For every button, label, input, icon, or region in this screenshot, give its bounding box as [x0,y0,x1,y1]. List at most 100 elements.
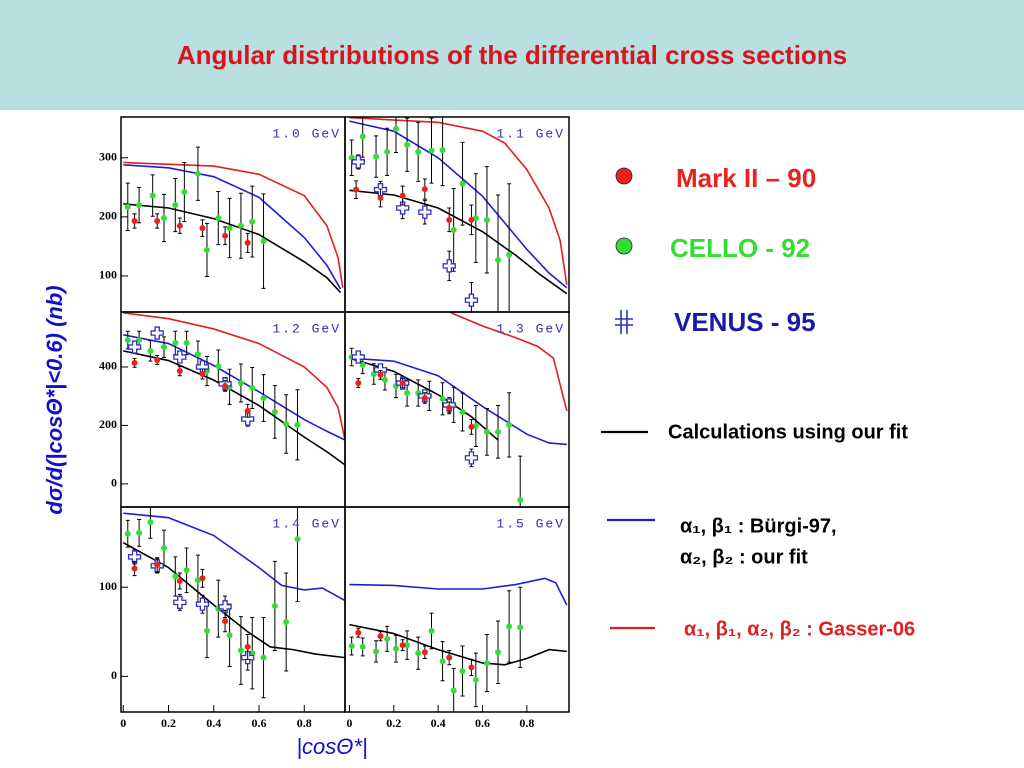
point [428,627,435,634]
point [160,344,167,351]
point [176,368,183,375]
point [131,565,138,572]
point [377,633,384,640]
legend-marker [615,237,633,255]
x-tick-label: 0 [120,716,126,730]
legend-marker [615,310,633,334]
x-tick-label: 0.8 [519,716,534,730]
point [439,395,446,402]
point [183,567,190,574]
point [131,359,138,366]
point [468,216,475,223]
point [124,530,131,537]
panel [122,507,345,699]
point [172,573,179,580]
header-band [0,0,1024,110]
point [136,202,143,209]
point [241,412,255,426]
slide-title: Angular distributions of the differentia… [177,40,847,70]
point [147,519,154,526]
curve [349,189,568,295]
point [194,577,201,584]
point [160,545,167,551]
point [450,687,457,694]
point [415,650,422,657]
panel [123,312,345,466]
point [483,216,490,223]
point [381,376,388,383]
point [127,550,142,564]
curve [123,164,342,290]
point [260,654,267,661]
y-tick-label: 0 [111,668,117,682]
x-tick-label: 0.2 [161,716,176,730]
point [359,643,366,650]
curve [349,357,567,446]
point [183,339,190,346]
point [271,408,278,415]
point [294,421,301,428]
panel [348,117,568,312]
point [222,232,229,239]
y-tick-label: 200 [99,209,117,223]
point [131,218,138,224]
panel-frame [120,116,346,313]
point [244,407,251,414]
point [472,423,479,430]
x-tick-label: 0.4 [431,716,446,730]
panel-label: 1.4 GeV [272,516,341,531]
x-tick-label: 0.2 [386,716,401,730]
point [173,595,187,610]
point [421,649,428,656]
point [506,421,513,428]
point [154,218,161,224]
y-tick-label: 100 [99,579,117,593]
curve [123,203,342,294]
point [147,347,154,354]
point [446,216,453,223]
point [483,659,490,666]
point [421,394,428,401]
point [439,658,446,665]
point [222,382,229,389]
panel-frame [344,311,570,508]
point [271,602,278,609]
point [172,202,179,209]
point [136,529,143,536]
panel [123,146,344,294]
point [215,215,222,222]
legend-label: α₁, β₁, α₂, β₂ : Gasser-06 [684,618,915,640]
curve [448,312,568,412]
point [506,623,513,630]
point [222,618,229,625]
point [176,222,183,229]
point [136,337,143,344]
point [468,664,475,671]
point [249,650,256,657]
y-tick-label: 200 [99,417,117,431]
point [495,257,502,263]
point [421,186,428,193]
x-axis-label: |cosΘ*| [296,734,367,759]
curve [123,161,344,288]
point [203,627,210,634]
point [373,153,380,160]
point [150,326,164,340]
point [353,186,360,193]
point [439,147,446,154]
point [237,222,244,229]
point [446,404,453,411]
point [294,536,301,543]
point [127,340,142,354]
point [384,148,391,155]
point [384,635,391,642]
point [442,259,456,273]
point [415,148,422,155]
point [215,363,222,370]
point [237,380,244,387]
point [351,350,365,364]
x-tick-label: 0.8 [297,716,312,730]
point [218,600,232,614]
point [124,203,131,210]
point [446,654,453,661]
